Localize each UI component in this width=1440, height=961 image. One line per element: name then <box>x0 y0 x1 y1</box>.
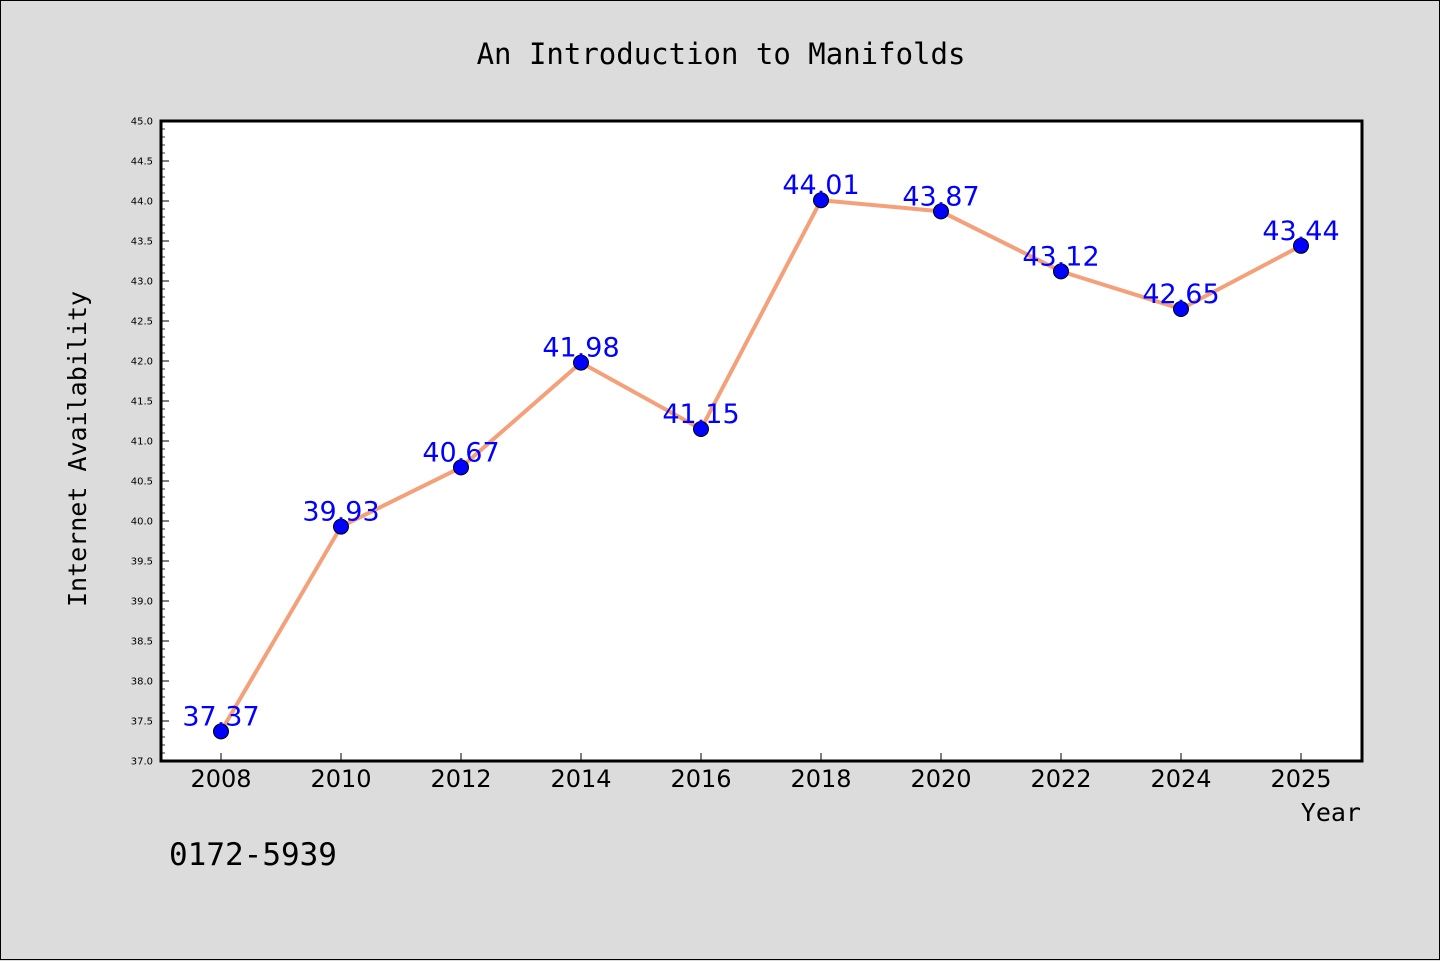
x-tick-label: 2008 <box>190 765 251 793</box>
data-labels: 37.37 39.93 40.67 41.98 41.15 44.01 43.87 43.12… <box>182 170 1339 732</box>
x-tick-label: 2022 <box>1030 765 1091 793</box>
y-tick-label: 43.0 <box>131 277 153 288</box>
x-tick-label: 2024 <box>1150 765 1211 793</box>
x-tick-label: 2014 <box>550 765 611 793</box>
data-label: 37.37 <box>182 701 259 732</box>
x-axis-label: Year <box>1301 798 1361 827</box>
data-label: 41.15 <box>662 399 739 430</box>
y-tick-label: 39.0 <box>131 597 153 608</box>
data-point <box>693 421 709 437</box>
series <box>213 192 1309 740</box>
data-point <box>453 459 469 476</box>
y-tick-label: 44.0 <box>131 197 153 208</box>
data-point <box>933 203 949 220</box>
x-tick-label: 2018 <box>790 765 851 793</box>
plot-area <box>161 121 1362 761</box>
data-label: 44.01 <box>782 170 859 201</box>
y-tick-label: 41.0 <box>131 437 153 448</box>
data-point <box>573 354 589 371</box>
data-label: 39.93 <box>302 497 379 528</box>
series-line <box>219 198 1302 733</box>
data-label: 43.12 <box>1022 241 1099 272</box>
chart-title: An Introduction to Manifolds <box>477 37 966 71</box>
y-tick-label: 38.5 <box>131 637 153 648</box>
data-point <box>333 518 349 535</box>
data-point <box>213 723 229 740</box>
y-axis-label: Internet Availability <box>63 291 92 607</box>
footer-code: 0172-5939 <box>169 837 337 873</box>
data-point <box>813 192 829 209</box>
y-tick-label: 42.5 <box>131 317 153 328</box>
plot-border <box>159 119 1364 763</box>
y-tick-label: 37.5 <box>131 717 153 728</box>
y-tick-label: 40.0 <box>131 517 153 528</box>
data-label: 40.67 <box>422 437 499 468</box>
x-axis: 2008 2010 2012 2014 2016 2018 2020 2022 2024 2025 <box>190 753 1332 793</box>
x-tick-label: 2016 <box>670 765 731 793</box>
data-label: 41.98 <box>542 333 619 364</box>
data-point <box>1173 301 1189 317</box>
data-point <box>1293 237 1309 254</box>
y-tick-label: 37.0 <box>131 757 153 768</box>
x-tick-label: 2025 <box>1270 765 1331 793</box>
y-tick-label: 39.5 <box>131 557 153 568</box>
y-tick-label: 45.0 <box>131 117 153 128</box>
data-label: 43.44 <box>1262 216 1339 247</box>
y-tick-label: 41.5 <box>131 397 153 408</box>
x-tick-label: 2010 <box>310 765 371 793</box>
y-tick-label: 43.5 <box>131 237 153 248</box>
y-tick-label: 38.0 <box>131 677 153 688</box>
x-tick-label: 2012 <box>430 765 491 793</box>
x-tick-label: 2020 <box>910 765 971 793</box>
data-point <box>1053 263 1069 280</box>
y-tick-label: 44.5 <box>131 157 153 168</box>
y-tick-label: 42.0 <box>131 357 153 368</box>
data-label: 42.65 <box>1142 279 1219 310</box>
y-tick-label: 40.5 <box>131 477 153 488</box>
data-label: 43.87 <box>902 181 979 212</box>
